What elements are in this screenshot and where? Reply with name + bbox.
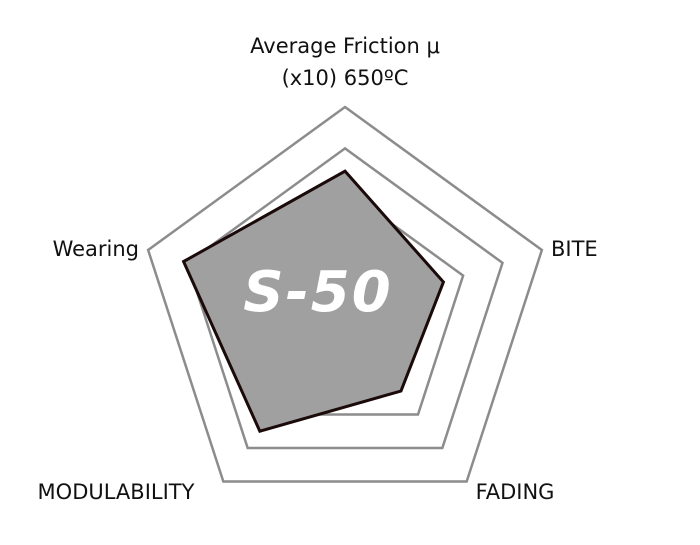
axis-label-3-line-0: MODULABILITY: [38, 480, 195, 504]
axis-label-0-line-0: Average Friction μ: [250, 34, 440, 58]
grid-ring-10: [146, 105, 544, 483]
axis-label-0-line-1: (x10) 650ºC: [282, 66, 409, 90]
logo-s50: S-50: [243, 260, 393, 325]
axis-label-4-line-0: Wearing: [53, 237, 139, 261]
axis-labels: Average Friction μ (x10) 650ºC BITE FADING M…: [38, 34, 598, 504]
axis-label-2-line-0: FADING: [476, 480, 555, 504]
series-layer: [181, 169, 446, 434]
series-polygon: [181, 169, 446, 434]
axis-label-1-line-0: BITE: [551, 237, 598, 261]
